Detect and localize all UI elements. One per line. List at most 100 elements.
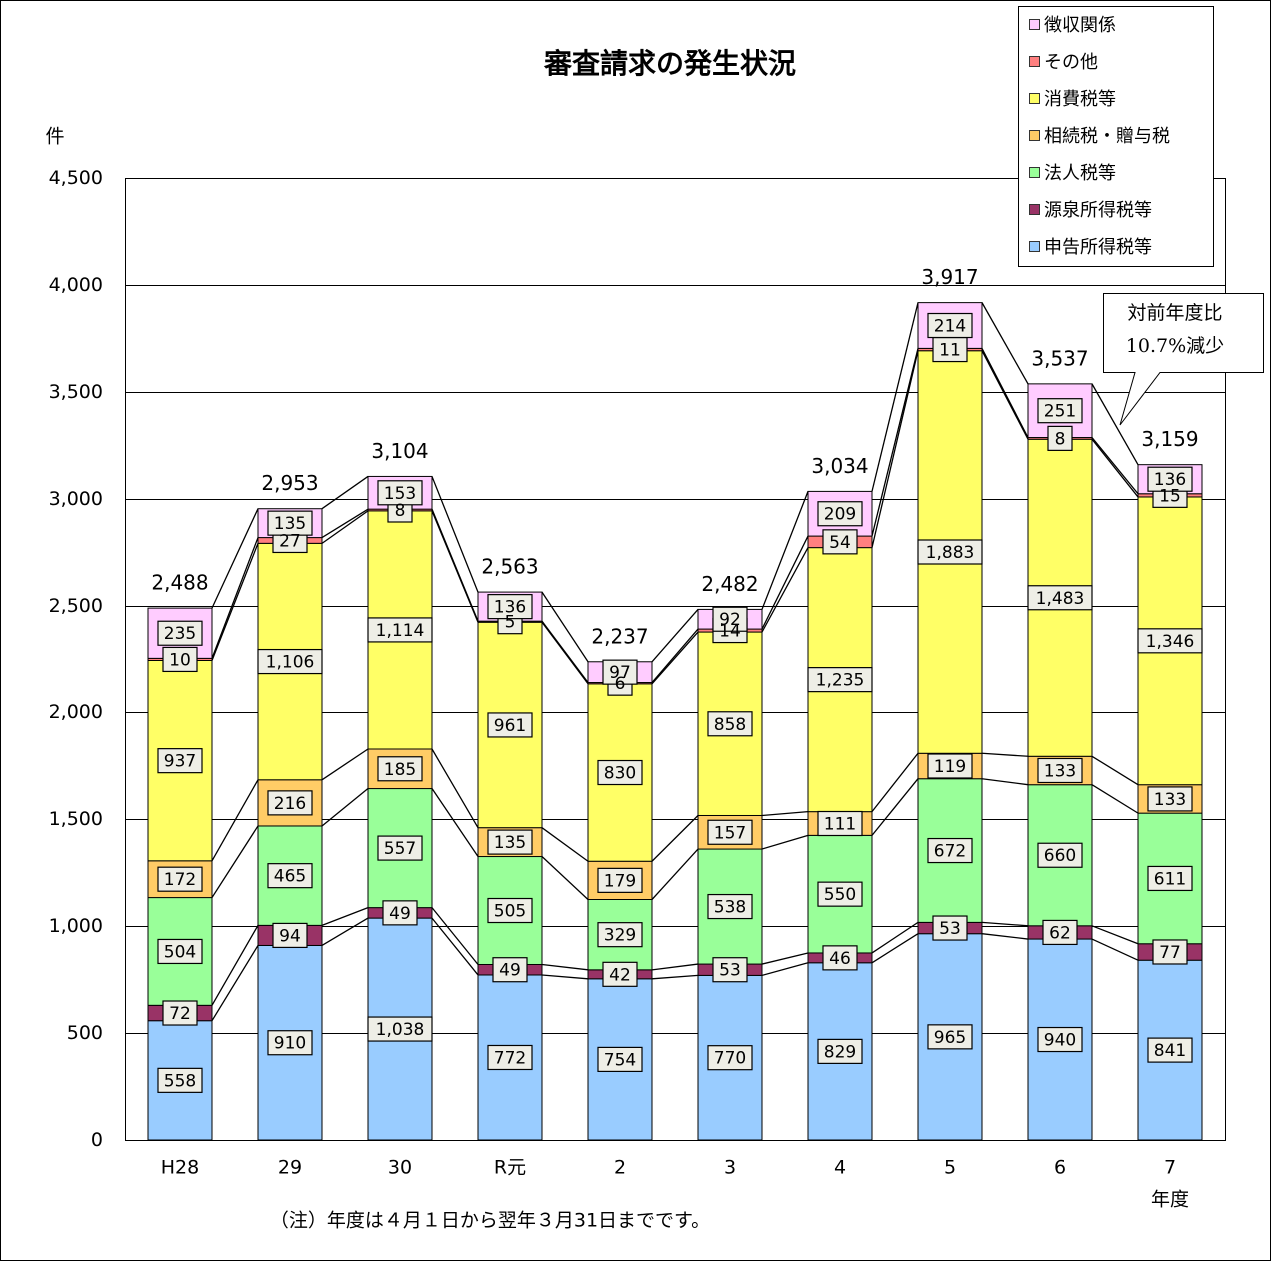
value-label-box — [602, 659, 638, 685]
value-label: 77 — [1159, 943, 1181, 963]
callout-box — [1103, 293, 1264, 426]
value-label-box — [162, 1000, 198, 1026]
y-tick-label: 4,000 — [49, 274, 103, 296]
value-label: 179 — [604, 871, 636, 891]
value-label-box — [712, 606, 748, 632]
value-label-box — [1047, 425, 1073, 451]
value-label: 119 — [934, 757, 966, 777]
value-label-box — [597, 867, 643, 893]
connector — [761, 535, 809, 630]
connector — [431, 907, 479, 965]
value-label: 72 — [169, 1004, 191, 1024]
value-label: 27 — [279, 531, 301, 551]
connector — [321, 475, 369, 510]
value-label: 465 — [274, 867, 306, 887]
total-label: 3,104 — [371, 439, 428, 463]
connector — [321, 510, 369, 544]
connector — [541, 620, 589, 683]
value-label-box — [1037, 1026, 1083, 1053]
connector — [981, 752, 1029, 757]
connector — [651, 848, 699, 900]
value-label: 504 — [164, 942, 196, 962]
value-label-box — [267, 510, 313, 536]
x-tick-label: 6 — [1054, 1157, 1066, 1179]
connector — [211, 925, 259, 1006]
x-tick-label: R元 — [494, 1157, 526, 1179]
value-label: 1,346 — [1146, 632, 1195, 652]
x-tick-label: H28 — [161, 1157, 199, 1179]
x-tick-label: 30 — [388, 1157, 412, 1179]
legend-marker — [1029, 241, 1040, 252]
connector — [651, 631, 699, 685]
connector — [321, 907, 369, 926]
y-tick-label: 4,500 — [49, 167, 103, 189]
total-label: 3,917 — [921, 265, 978, 289]
value-label: 135 — [274, 514, 306, 534]
value-label-box — [927, 312, 973, 339]
connector — [871, 752, 919, 813]
value-label-box — [487, 594, 533, 620]
x-tick-label: 7 — [1164, 1157, 1176, 1179]
value-label: 49 — [499, 961, 521, 981]
value-label-box — [707, 711, 753, 737]
y-tick-label: 3,000 — [49, 488, 103, 510]
y-tick-label: 1,000 — [49, 915, 103, 937]
value-label: 5 — [505, 613, 516, 633]
value-label-box — [377, 835, 423, 861]
value-label-box — [1137, 628, 1203, 654]
connector — [211, 825, 259, 898]
connector — [651, 608, 699, 663]
value-label-box — [157, 748, 203, 774]
connector — [211, 508, 259, 609]
note: （注）年度は４月１日から翌年３月31日までです。 — [270, 1210, 710, 1232]
value-label: 6 — [615, 674, 626, 694]
value-label-box — [817, 881, 863, 907]
x-tick-label: 4 — [834, 1157, 846, 1179]
value-label: 136 — [1154, 470, 1186, 490]
y-tick-label: 2,000 — [49, 701, 103, 723]
legend-label: 徴収関係 — [1044, 15, 1116, 36]
value-label: 770 — [714, 1049, 746, 1069]
value-label-box — [382, 900, 418, 926]
y-tick-label: 3,500 — [49, 381, 103, 403]
connector — [211, 945, 259, 1022]
connector — [761, 547, 809, 633]
connector — [431, 476, 479, 593]
x-tick-label: 2 — [614, 1157, 626, 1179]
legend-label: 消費税等 — [1044, 89, 1116, 110]
value-label: 10 — [169, 650, 191, 670]
value-label: 136 — [494, 598, 526, 618]
connector — [1091, 437, 1139, 495]
value-label-box — [602, 961, 638, 987]
value-label: 940 — [1044, 1031, 1076, 1051]
value-label: 1,106 — [266, 653, 315, 673]
value-label-box — [597, 922, 643, 948]
value-label-box — [597, 1046, 643, 1073]
legend-label: 源泉所得税等 — [1044, 200, 1152, 221]
legend-marker — [1029, 93, 1040, 104]
value-label-box — [712, 957, 748, 983]
connector — [761, 952, 809, 965]
x-axis-label: 年度 — [1151, 1189, 1189, 1211]
total-label: 3,537 — [1031, 346, 1088, 370]
value-label: 961 — [494, 716, 526, 736]
x-tick-label: 29 — [278, 1157, 302, 1179]
value-label: 216 — [274, 794, 306, 814]
value-label: 611 — [1154, 869, 1186, 889]
connector — [871, 350, 919, 548]
callout-text: 10.7%減少 — [1126, 335, 1224, 357]
value-label-box — [927, 1024, 973, 1050]
chart-title: 審査請求の発生状況 — [543, 47, 796, 80]
legend-marker — [1029, 130, 1040, 141]
connector — [431, 508, 479, 622]
value-label-box — [1147, 1037, 1193, 1063]
value-label-box — [157, 866, 203, 892]
value-label-box — [1152, 939, 1188, 965]
value-label-box — [157, 620, 203, 646]
value-label: 829 — [824, 1042, 856, 1062]
value-label-box — [257, 648, 323, 675]
value-label: 157 — [714, 823, 746, 843]
connector — [981, 348, 1029, 438]
value-label: 1,235 — [816, 671, 865, 691]
